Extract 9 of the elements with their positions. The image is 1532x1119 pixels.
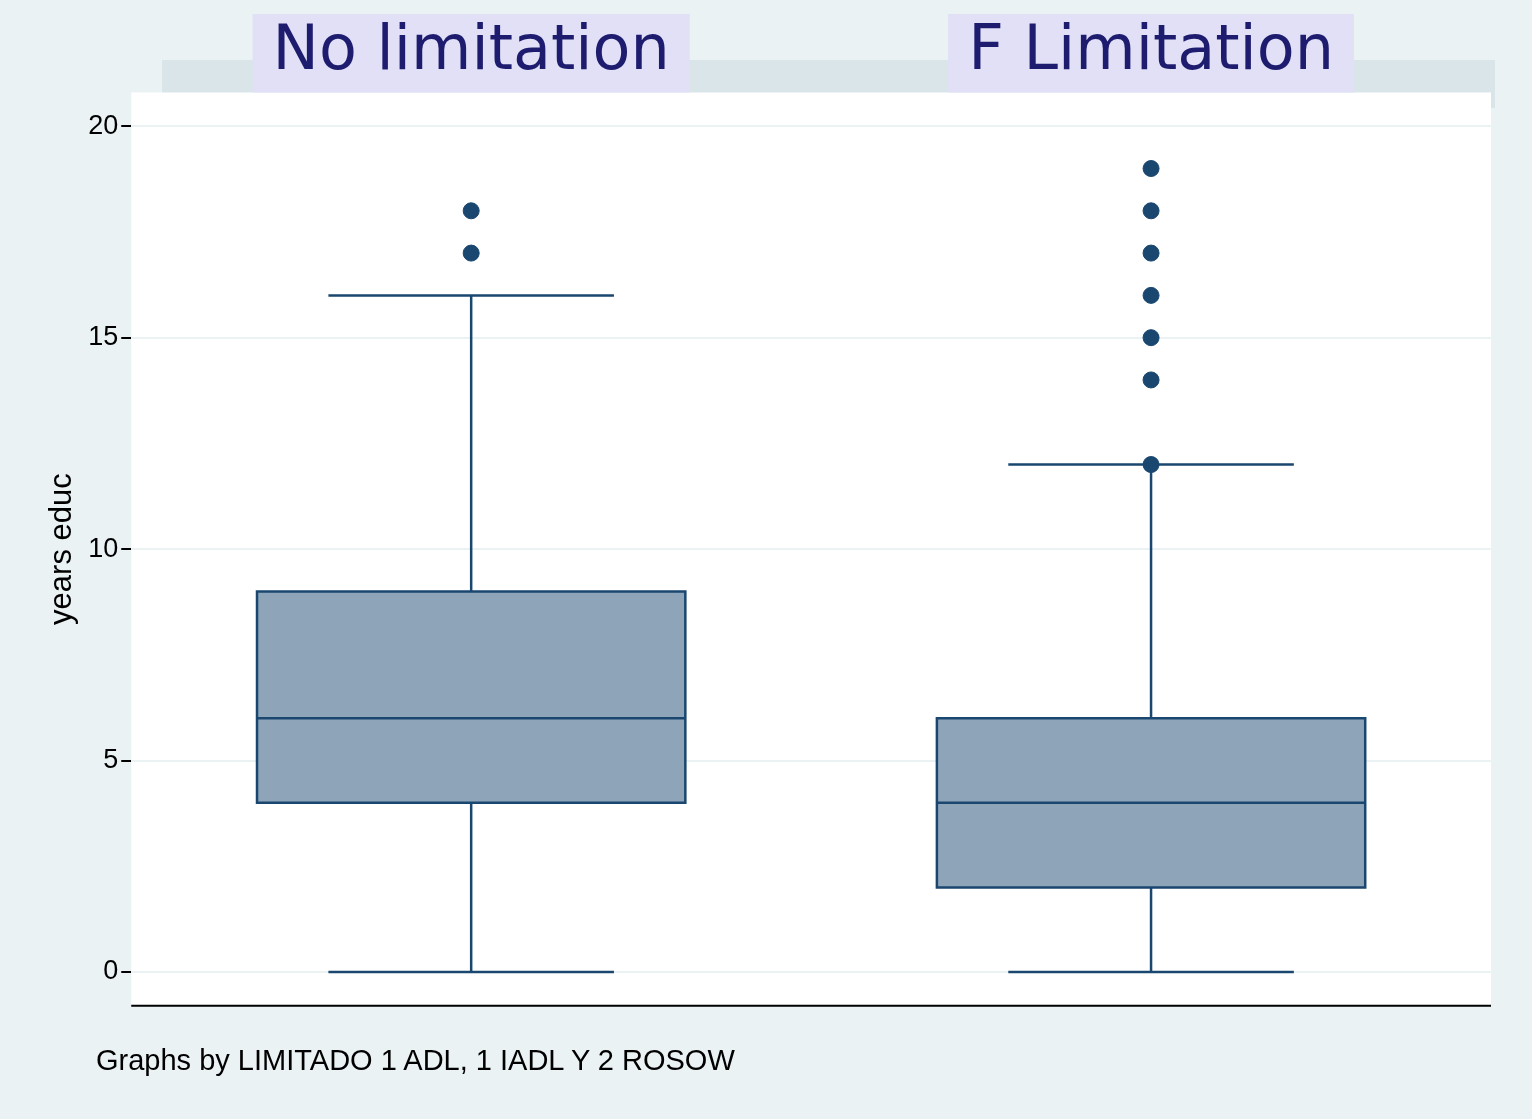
x-tick-label: No limitation: [272, 11, 670, 85]
x-tick-label: F Limitation: [968, 11, 1334, 85]
y-tick-label: 15: [88, 321, 119, 352]
y-axis-title: years educ: [43, 473, 79, 625]
y-tick-label: 0: [103, 955, 119, 986]
y-tick-label: 20: [88, 109, 119, 140]
y-tick-label: 10: [88, 532, 119, 563]
y-tick-label: 5: [103, 743, 119, 774]
text: Graphs by LIMITADO 1 ADL, 1 IADL Y 2 ROSOW: [96, 1044, 735, 1077]
